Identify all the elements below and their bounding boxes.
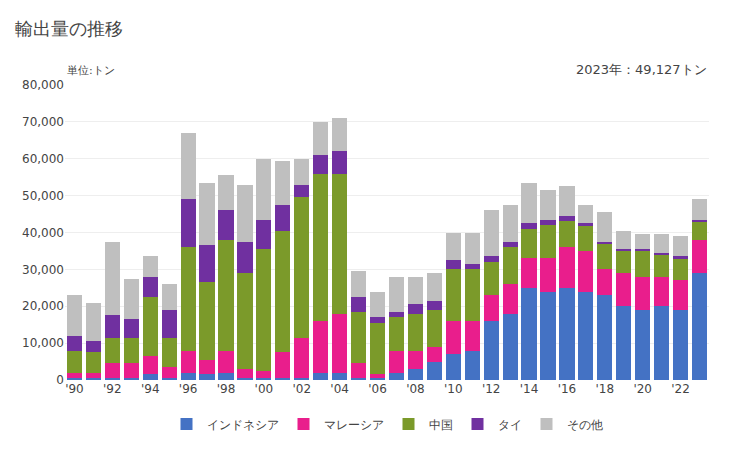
svg-text:タイ: タイ [498,418,522,432]
svg-text:'96: '96 [179,382,198,396]
svg-text:マレーシア: マレーシア [324,418,384,432]
svg-text:'02: '02 [292,382,311,396]
svg-text:80,000: 80,000 [22,78,64,92]
svg-text:20,000: 20,000 [22,299,64,313]
svg-text:輸出量の推移: 輸出量の推移 [15,18,123,39]
svg-text:'90: '90 [65,382,84,396]
svg-text:70,000: 70,000 [22,115,64,129]
svg-text:'94: '94 [141,382,160,396]
svg-text:10,000: 10,000 [22,336,64,350]
svg-text:'20: '20 [633,382,652,396]
svg-text:その他: その他 [567,418,603,432]
svg-text:中国: 中国 [429,418,453,432]
svg-text:'14: '14 [520,382,539,396]
svg-text:60,000: 60,000 [22,152,64,166]
svg-text:2023年：49,127トン: 2023年：49,127トン [576,62,707,77]
svg-text:0: 0 [56,373,64,387]
svg-text:'92: '92 [103,382,122,396]
svg-text:'10: '10 [444,382,463,396]
svg-text:'18: '18 [596,382,615,396]
svg-text:'16: '16 [558,382,577,396]
svg-text:'22: '22 [671,382,690,396]
svg-text:30,000: 30,000 [22,263,64,277]
svg-text:50,000: 50,000 [22,189,64,203]
svg-text:'04: '04 [330,382,349,396]
svg-text:単位:トン: 単位:トン [67,64,115,77]
svg-text:40,000: 40,000 [22,226,64,240]
svg-text:'08: '08 [406,382,425,396]
svg-text:インドネシア: インドネシア [207,418,279,432]
svg-text:'98: '98 [217,382,236,396]
svg-text:'12: '12 [482,382,501,396]
svg-text:'06: '06 [368,382,387,396]
svg-text:'00: '00 [255,382,274,396]
